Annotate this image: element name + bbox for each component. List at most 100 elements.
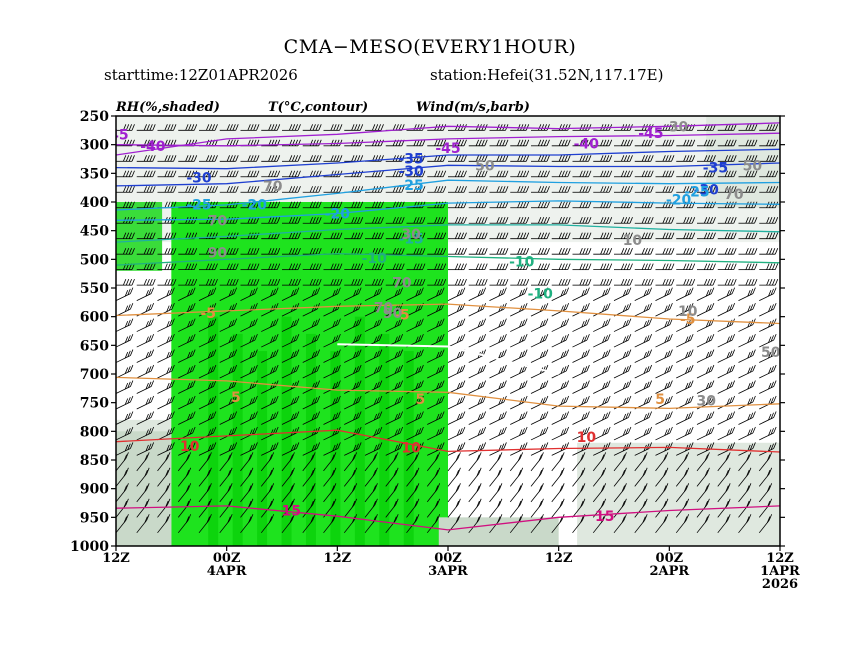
wind-barb bbox=[426, 498, 441, 518]
wind-barb bbox=[613, 380, 632, 394]
wind-barb bbox=[323, 201, 343, 209]
wind-barb bbox=[219, 333, 238, 348]
wind-barb bbox=[240, 498, 254, 518]
wind-barb bbox=[323, 483, 337, 503]
wind-barb bbox=[676, 380, 694, 394]
contour-label: -45 bbox=[638, 126, 663, 142]
wind-barb bbox=[447, 452, 461, 472]
wind-barb bbox=[406, 232, 426, 240]
wind-barb bbox=[302, 287, 321, 301]
wind-barb bbox=[281, 333, 300, 348]
wind-barb bbox=[614, 232, 633, 240]
wind-barb bbox=[219, 452, 233, 472]
wind-barb bbox=[365, 217, 384, 224]
wind-barb bbox=[551, 232, 571, 240]
wind-barb bbox=[406, 302, 424, 317]
wind-barb bbox=[178, 380, 196, 394]
wind-barb bbox=[178, 186, 198, 193]
wind-barb bbox=[593, 278, 613, 286]
wind-barb bbox=[530, 426, 549, 441]
wind-barb bbox=[157, 278, 177, 286]
temp-contour--20 bbox=[116, 200, 780, 221]
y-tick-label: 900 bbox=[80, 482, 109, 498]
wind-barb bbox=[696, 349, 715, 363]
rh-core-3 bbox=[281, 316, 292, 546]
wind-barb bbox=[489, 514, 503, 534]
wind-barb bbox=[323, 217, 343, 224]
wind-barb bbox=[240, 442, 258, 456]
wind-barb bbox=[780, 202, 799, 208]
wind-barb bbox=[717, 287, 736, 301]
wind-barb bbox=[282, 124, 301, 131]
wind-barb bbox=[219, 364, 238, 379]
wind-barb bbox=[592, 514, 607, 534]
wind-barb bbox=[468, 287, 487, 301]
wind-barb bbox=[738, 380, 756, 394]
wind-barb bbox=[178, 318, 196, 332]
wind-barb bbox=[613, 364, 632, 379]
wind-barb bbox=[696, 452, 710, 472]
wind-barb bbox=[427, 139, 447, 147]
wind-barb bbox=[572, 498, 586, 518]
wind-barb bbox=[510, 217, 530, 224]
wind-barb bbox=[385, 232, 405, 240]
wind-barb bbox=[717, 302, 736, 317]
wind-barb bbox=[198, 364, 217, 379]
wind-barb bbox=[364, 318, 383, 332]
wind-barb bbox=[178, 395, 196, 410]
wind-barb bbox=[447, 318, 466, 332]
wind-barb bbox=[344, 287, 362, 301]
wind-barb bbox=[758, 514, 773, 534]
wind-barb bbox=[302, 139, 322, 147]
wind-barb bbox=[136, 349, 155, 363]
wind-barb bbox=[655, 248, 675, 255]
wind-barb bbox=[282, 155, 301, 162]
wind-barb bbox=[614, 263, 633, 271]
station-label: station:Hefei(31.52N,117.17E) bbox=[430, 66, 664, 84]
wind-barb bbox=[738, 452, 752, 472]
wind-barb bbox=[116, 514, 129, 534]
temp-contour--15 bbox=[116, 224, 780, 243]
x-tick-label: 2APR bbox=[649, 564, 689, 579]
wind-barb bbox=[136, 287, 155, 301]
contour-label: 70 bbox=[724, 187, 744, 203]
wind-barb bbox=[448, 217, 467, 224]
wind-barb bbox=[530, 287, 549, 301]
wind-barb bbox=[551, 467, 565, 487]
wind-barb bbox=[531, 186, 550, 193]
wind-barb bbox=[717, 380, 736, 394]
wind-barb bbox=[406, 395, 424, 410]
wind-barb bbox=[136, 248, 156, 255]
wind-barb bbox=[136, 514, 150, 534]
wind-barb bbox=[758, 452, 773, 472]
wind-barb bbox=[116, 318, 134, 332]
wind-barb bbox=[593, 318, 611, 332]
wind-barb bbox=[447, 514, 461, 534]
wind-barb bbox=[779, 362, 780, 363]
wind-barb bbox=[323, 395, 341, 410]
x-tick-label: 12Z bbox=[766, 551, 794, 566]
wind-barb bbox=[738, 248, 758, 255]
wind-barb bbox=[468, 263, 488, 271]
contour-label: -25 bbox=[186, 197, 211, 213]
wind-barb bbox=[697, 186, 716, 193]
wind-barb bbox=[489, 364, 507, 379]
wind-barb bbox=[385, 442, 404, 456]
wind-barb bbox=[509, 467, 524, 487]
wind-barb bbox=[510, 287, 528, 301]
wind-barb bbox=[780, 186, 799, 192]
contour-label: 30 bbox=[401, 227, 421, 243]
wind-barb bbox=[655, 426, 673, 441]
wind-barb bbox=[282, 263, 301, 271]
wind-barb bbox=[572, 170, 592, 178]
wind-barb bbox=[655, 514, 669, 534]
wind-barb bbox=[261, 124, 281, 131]
wind-barb bbox=[468, 186, 488, 193]
wind-barb bbox=[219, 170, 239, 178]
wind-barb bbox=[468, 380, 487, 394]
wind-barb bbox=[738, 139, 758, 147]
wind-barb bbox=[281, 411, 300, 425]
wind-barb bbox=[219, 287, 238, 301]
wind-barb bbox=[219, 411, 238, 425]
wind-barb bbox=[738, 349, 756, 363]
